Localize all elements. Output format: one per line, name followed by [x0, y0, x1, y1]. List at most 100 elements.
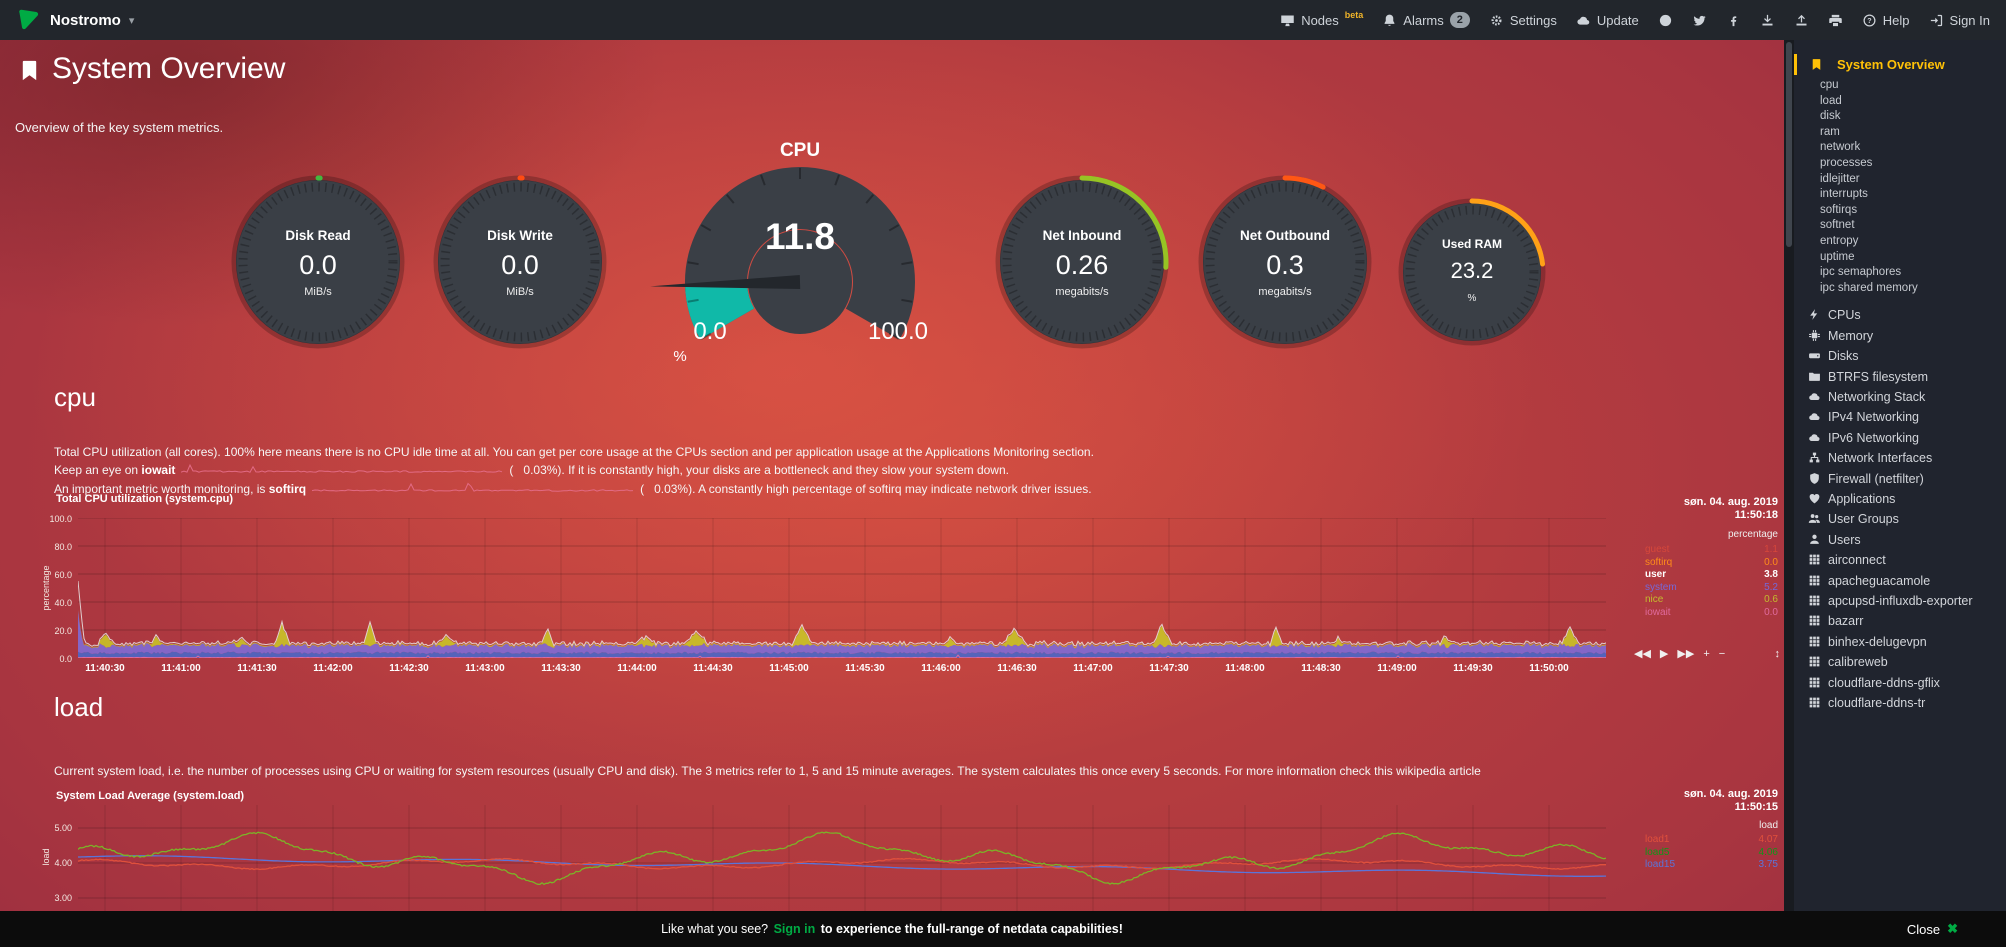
- legend-value: 0.0: [1764, 556, 1778, 568]
- chart-tool-resize[interactable]: ↕: [1774, 647, 1781, 660]
- gauge-net-outbound[interactable]: Net Outbound 0.3 megabits/s: [1197, 174, 1373, 350]
- export-snapshot-button[interactable]: [1760, 13, 1775, 28]
- chevron-down-icon[interactable]: ▾: [128, 14, 135, 27]
- help-button[interactable]: Help: [1862, 13, 1910, 28]
- sidebar-item-cloudflare-ddns-gflix[interactable]: cloudflare-ddns-gflix: [1794, 673, 2006, 693]
- sidebar-item-softirqs[interactable]: softirqs: [1794, 203, 2006, 219]
- sidebar-item-cpus[interactable]: CPUs: [1794, 305, 2006, 325]
- bolt-icon: [1808, 308, 1821, 321]
- sidebar-item-label: entropy: [1820, 234, 1859, 247]
- chart-tool-play[interactable]: ▶: [1659, 648, 1669, 660]
- close-banner-button[interactable]: Close ✖: [1907, 921, 1958, 937]
- gauge-net-inbound[interactable]: Net Inbound 0.26 megabits/s: [994, 174, 1170, 350]
- chart-tool-zoom-out[interactable]: −: [1718, 647, 1726, 660]
- x-axis-tick: 11:45:00: [769, 663, 809, 674]
- sidebar-item-firewall-netfilter[interactable]: Firewall (netfilter): [1794, 469, 2006, 489]
- sidebar-item-ipc-shared-memory[interactable]: ipc shared memory: [1794, 281, 2006, 297]
- sidebar-item-ipv6-networking[interactable]: IPv6 Networking: [1794, 428, 2006, 448]
- sidebar-item-softnet[interactable]: softnet: [1794, 218, 2006, 234]
- legend-load1[interactable]: load1 4.07: [1645, 834, 1778, 846]
- sidebar-item-ipc-semaphores[interactable]: ipc semaphores: [1794, 265, 2006, 281]
- sidebar-item-user-groups[interactable]: User Groups: [1794, 509, 2006, 529]
- cloud-update-icon: [1576, 13, 1591, 28]
- sidebar-item-entropy[interactable]: entropy: [1794, 234, 2006, 250]
- softirq-sparkline[interactable]: [311, 480, 634, 493]
- nodes-button[interactable]: Nodes beta: [1280, 10, 1363, 28]
- sidebar-item-label: Memory: [1828, 328, 1874, 343]
- sidebar-item-memory[interactable]: Memory: [1794, 326, 2006, 346]
- x-axis-tick: 11:49:00: [1377, 663, 1417, 674]
- node-name-dropdown[interactable]: Nostromo: [50, 11, 121, 29]
- legend-load5[interactable]: load5 4.06: [1645, 847, 1778, 859]
- sidebar-item-apcupsd-influxdb-exporter[interactable]: apcupsd-influxdb-exporter: [1794, 591, 2006, 611]
- sidebar-item-ram[interactable]: ram: [1794, 125, 2006, 141]
- gauge-used-ram[interactable]: Used RAM 23.2%: [1397, 197, 1547, 347]
- sidebar-item-ipv4-networking[interactable]: IPv4 Networking: [1794, 407, 2006, 427]
- page-scrollbar[interactable]: [1784, 40, 1794, 911]
- sidebar-item-calibreweb[interactable]: calibreweb: [1794, 652, 2006, 672]
- legend-system[interactable]: system 5.2: [1645, 582, 1778, 594]
- sidebar-item-disk[interactable]: disk: [1794, 109, 2006, 125]
- twitter-button[interactable]: [1692, 13, 1707, 28]
- sidebar-item-networking-stack[interactable]: Networking Stack: [1794, 387, 2006, 407]
- x-axis-tick: 11:44:30: [693, 663, 733, 674]
- netdata-logo[interactable]: [16, 7, 42, 33]
- sidebar-item-idlejitter[interactable]: idlejitter: [1794, 172, 2006, 188]
- sidebar-item-users[interactable]: Users: [1794, 530, 2006, 550]
- y-axis-tick: 5.00: [54, 823, 72, 833]
- settings-button[interactable]: Settings: [1489, 13, 1557, 28]
- legend-load15[interactable]: load15 3.75: [1645, 859, 1778, 871]
- legend-guest[interactable]: guest 1.1: [1645, 544, 1778, 556]
- load-chart-plot[interactable]: [78, 805, 1606, 911]
- sidebar-item-apacheguacamole[interactable]: apacheguacamole: [1794, 571, 2006, 591]
- legend-iowait[interactable]: iowait 0.0: [1645, 607, 1778, 619]
- iowait-prefix: Keep an eye on: [54, 463, 142, 477]
- cpu-chart-plot[interactable]: [78, 518, 1606, 658]
- sidebar-item-processes[interactable]: processes: [1794, 156, 2006, 172]
- sidebar-item-system-overview[interactable]: System Overview: [1794, 54, 2006, 75]
- legend-value: 5.2: [1764, 581, 1778, 593]
- signin-button[interactable]: Sign In: [1929, 13, 1990, 28]
- sidebar-item-label: BTRFS filesystem: [1828, 369, 1929, 384]
- sidebar-item-network[interactable]: network: [1794, 140, 2006, 156]
- print-button[interactable]: [1828, 13, 1843, 28]
- sidebar-item-airconnect[interactable]: airconnect: [1794, 550, 2006, 570]
- sidebar-item-label: processes: [1820, 156, 1873, 169]
- github-button[interactable]: [1658, 13, 1673, 28]
- chart-tool-forward[interactable]: ▶▶: [1677, 648, 1695, 660]
- sidebar-item-applications[interactable]: Applications: [1794, 489, 2006, 509]
- cloud-icon: [1808, 410, 1821, 423]
- legend-user[interactable]: user 3.8: [1645, 569, 1778, 581]
- import-snapshot-button[interactable]: [1794, 13, 1809, 28]
- sidebar-item-network-interfaces[interactable]: Network Interfaces: [1794, 448, 2006, 468]
- gauge-disk-write[interactable]: Disk Write 0.0 MiB/s: [432, 174, 608, 350]
- github-icon: [1658, 13, 1673, 28]
- gauge-disk-read[interactable]: Disk Read 0.0 MiB/s: [230, 174, 406, 350]
- alarms-button[interactable]: Alarms 2: [1382, 12, 1470, 28]
- chart-tool-backward[interactable]: ◀◀: [1634, 648, 1651, 660]
- legend-nice[interactable]: nice 0.6: [1645, 594, 1778, 606]
- scrollbar-thumb[interactable]: [1786, 42, 1792, 247]
- legend-softirq[interactable]: softirq 0.0: [1645, 557, 1778, 569]
- chart-tool-zoom-in[interactable]: +: [1703, 647, 1710, 660]
- sidebar-item-interrupts[interactable]: interrupts: [1794, 187, 2006, 203]
- facebook-button[interactable]: [1726, 13, 1741, 28]
- legend-value: 3.8: [1764, 569, 1778, 581]
- section-heading-load: load: [54, 692, 104, 722]
- sidebar-item-cpu[interactable]: cpu: [1794, 78, 2006, 94]
- sidebar-item-btrfs-filesystem[interactable]: BTRFS filesystem: [1794, 367, 2006, 387]
- gauge-cpu[interactable]: CPU 11.8 0.0 100.0 %: [640, 140, 960, 404]
- navbar-actions: Nodes beta Alarms 2 Settings Update: [1280, 10, 1990, 28]
- sidebar-item-bazarr[interactable]: bazarr: [1794, 611, 2006, 631]
- iowait-sparkline[interactable]: [181, 461, 503, 474]
- update-button[interactable]: Update: [1576, 13, 1639, 28]
- sidebar-item-disks[interactable]: Disks: [1794, 346, 2006, 366]
- sidebar-item-load[interactable]: load: [1794, 94, 2006, 110]
- sidebar-item-uptime[interactable]: uptime: [1794, 250, 2006, 266]
- cubes-icon: [1808, 696, 1821, 709]
- gauge-unit: MiB/s: [506, 286, 534, 298]
- banner-signin-link[interactable]: Sign in: [773, 922, 816, 936]
- sidebar-item-cloudflare-ddns-tr[interactable]: cloudflare-ddns-tr: [1794, 693, 2006, 713]
- banner-suffix: to experience the full-range of netdata …: [817, 922, 1123, 936]
- sidebar-item-binhex-delugevpn[interactable]: binhex-delugevpn: [1794, 632, 2006, 652]
